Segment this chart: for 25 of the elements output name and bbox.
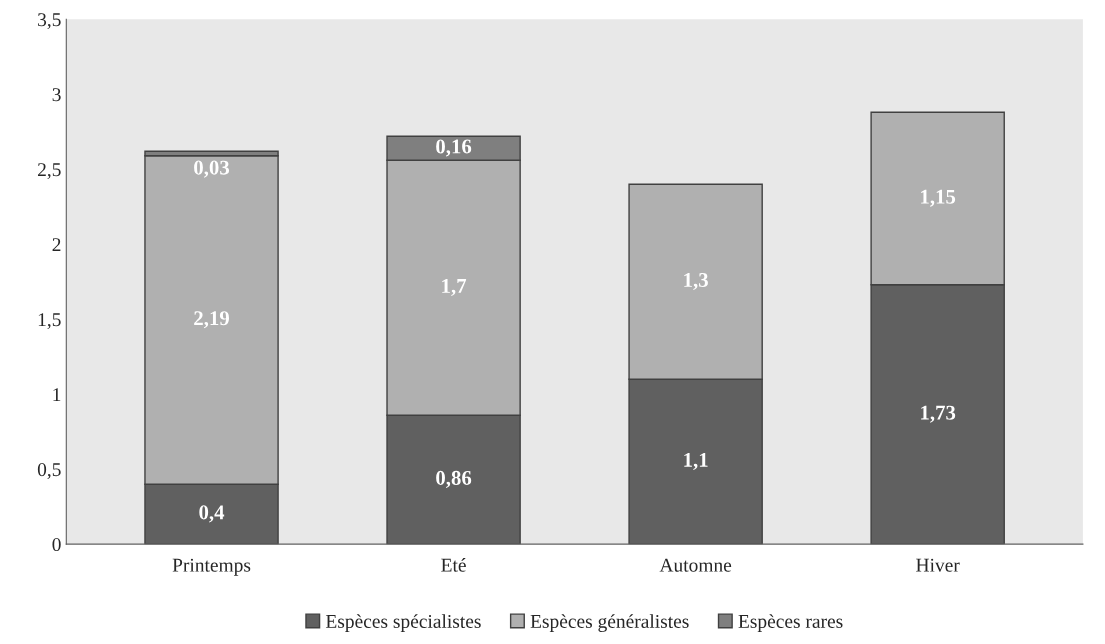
data-label: 2,19 <box>194 311 230 329</box>
data-label: 0,4 <box>199 505 225 523</box>
data-label: 1,73 <box>921 405 956 423</box>
x-tick-label: Eté <box>441 558 466 572</box>
data-label: 1,3 <box>684 272 708 290</box>
y-tick-label: 2 <box>52 238 61 252</box>
legend-label: Espèces spécialistes <box>325 614 481 632</box>
y-tick-label: 3 <box>52 88 61 102</box>
x-tick-label: Hiver <box>916 558 960 572</box>
legend-label: Espèces généralistes <box>530 614 689 632</box>
legend-label: Espèces rares <box>738 614 843 632</box>
y-tick-label: 3,5 <box>38 13 61 30</box>
data-label: 1,15 <box>921 189 956 207</box>
data-label: 1,7 <box>442 279 467 296</box>
data-label: 0,86 <box>436 470 472 488</box>
y-tick-label: 1 <box>53 388 61 401</box>
data-label: 1,1 <box>684 452 708 470</box>
data-label: 0,03 <box>194 160 230 178</box>
y-tick-label: 0 <box>52 538 61 552</box>
data-label: 0,16 <box>436 139 472 157</box>
y-tick-label: 2,5 <box>37 163 61 180</box>
x-tick-label: Automne <box>659 558 732 572</box>
y-tick-label: 0,5 <box>37 463 61 479</box>
x-tick-label: Printemps <box>172 558 251 576</box>
y-tick-label: 1,5 <box>38 313 61 329</box>
